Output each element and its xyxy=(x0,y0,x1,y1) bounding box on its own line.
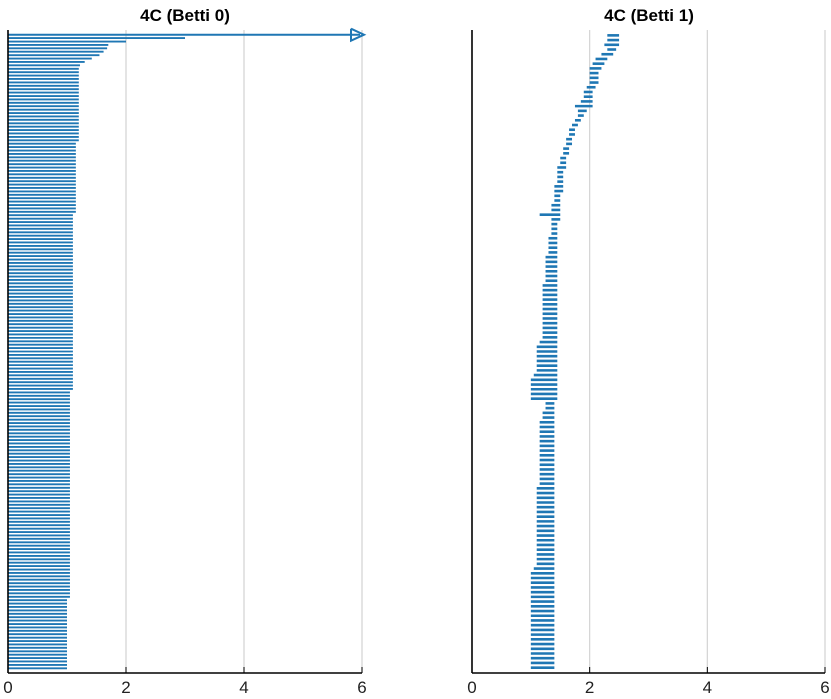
x-tick-label: 0 xyxy=(3,678,12,697)
x-tick-label: 2 xyxy=(585,678,594,697)
chart-title: 4C (Betti 1) xyxy=(604,6,694,25)
chart-title: 4C (Betti 0) xyxy=(140,6,230,25)
betti0-bars xyxy=(8,27,367,670)
x-tick-label: 6 xyxy=(357,678,366,697)
x-tick-labels: 0 2 4 6 xyxy=(3,678,366,697)
infinity-arrow-icon xyxy=(350,27,367,43)
x-tick-label: 2 xyxy=(121,678,130,697)
x-tick-label: 0 xyxy=(467,678,476,697)
x-gridlines xyxy=(471,30,826,673)
betti0-panel: 4C (Betti 0) 0 2 4 6 xyxy=(3,6,366,697)
x-gridlines xyxy=(7,30,363,673)
x-tick-label: 4 xyxy=(239,678,248,697)
x-tick-label: 4 xyxy=(703,678,712,697)
betti1-panel: 4C (Betti 1) 0 2 4 6 xyxy=(467,6,829,697)
betti1-bars xyxy=(530,34,620,669)
x-tick-labels: 0 2 4 6 xyxy=(467,678,829,697)
x-tick-label: 6 xyxy=(820,678,829,697)
